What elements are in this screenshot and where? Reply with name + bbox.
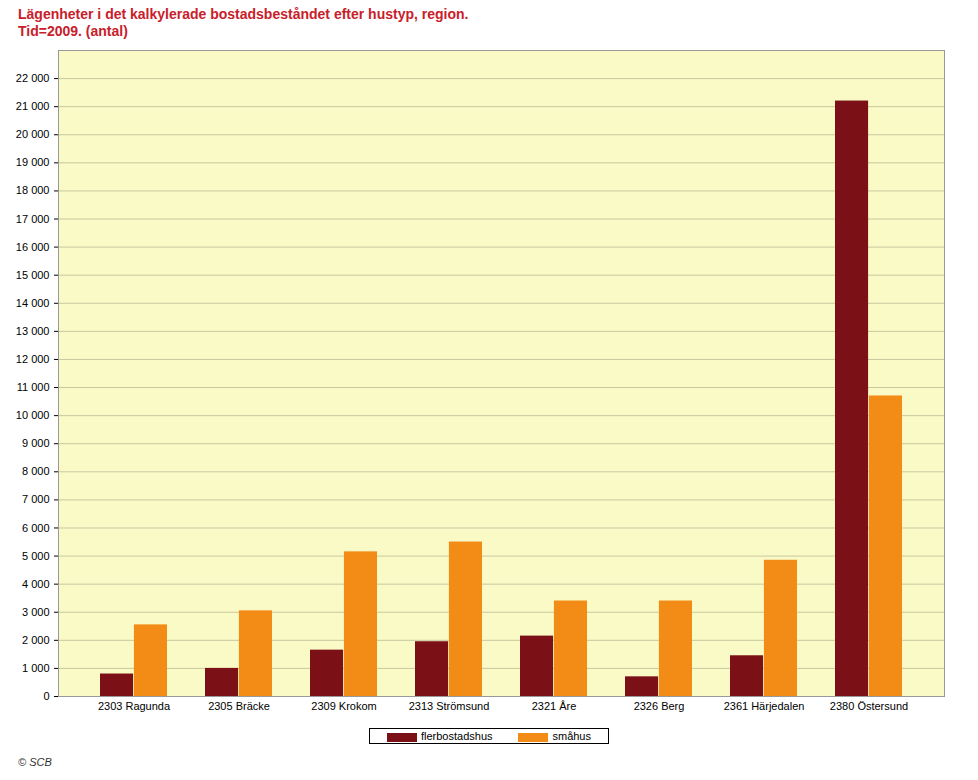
svg-text:2305 Bräcke: 2305 Bräcke [208, 700, 270, 712]
svg-text:7 000: 7 000 [22, 493, 50, 505]
html-text:Tid=2009. (antal): Tid=2009. (antal) [18, 23, 128, 39]
svg-text:17 000: 17 000 [16, 213, 50, 225]
svg-text:6 000: 6 000 [22, 521, 50, 533]
svg-text:12 000: 12 000 [16, 353, 50, 365]
svg-text:5 000: 5 000 [22, 550, 50, 562]
svg-text:2326 Berg: 2326 Berg [634, 700, 685, 712]
svg-text:21 000: 21 000 [16, 100, 50, 112]
svg-text:11 000: 11 000 [17, 381, 50, 393]
svg-text:3 000: 3 000 [22, 606, 50, 618]
svg-text:10 000: 10 000 [16, 409, 50, 421]
svg-text:0: 0 [43, 690, 49, 702]
svg-text:4 000: 4 000 [22, 578, 50, 590]
svg-text:13 000: 13 000 [16, 325, 50, 337]
svg-text:18 000: 18 000 [16, 184, 50, 196]
svg-text:22 000: 22 000 [16, 72, 50, 84]
svg-text:8 000: 8 000 [22, 465, 50, 477]
svg-text:15 000: 15 000 [16, 269, 50, 281]
html-text:flerbostadshus: flerbostadshus [421, 730, 493, 742]
svg-text:2303 Ragunda: 2303 Ragunda [98, 700, 171, 712]
svg-text:20 000: 20 000 [16, 128, 50, 140]
html-text:© SCB: © SCB [18, 756, 52, 768]
html-text:Lägenheter i det kalkylerade b: Lägenheter i det kalkylerade bostadsbest… [18, 6, 469, 22]
svg-text:2380 Östersund: 2380 Östersund [830, 700, 908, 712]
svg-text:2 000: 2 000 [22, 634, 50, 646]
svg-text:1 000: 1 000 [22, 662, 50, 674]
svg-text:16 000: 16 000 [16, 241, 50, 253]
svg-text:19 000: 19 000 [16, 156, 50, 168]
svg-text:9 000: 9 000 [22, 437, 50, 449]
svg-text:2361 Härjedalen: 2361 Härjedalen [724, 700, 805, 712]
svg-text:2313 Strömsund: 2313 Strömsund [409, 700, 490, 712]
svg-text:2309 Krokom: 2309 Krokom [311, 700, 376, 712]
svg-text:2321 Åre: 2321 Åre [532, 700, 577, 712]
html-text:småhus: småhus [552, 730, 591, 742]
svg-text:14 000: 14 000 [16, 297, 50, 309]
